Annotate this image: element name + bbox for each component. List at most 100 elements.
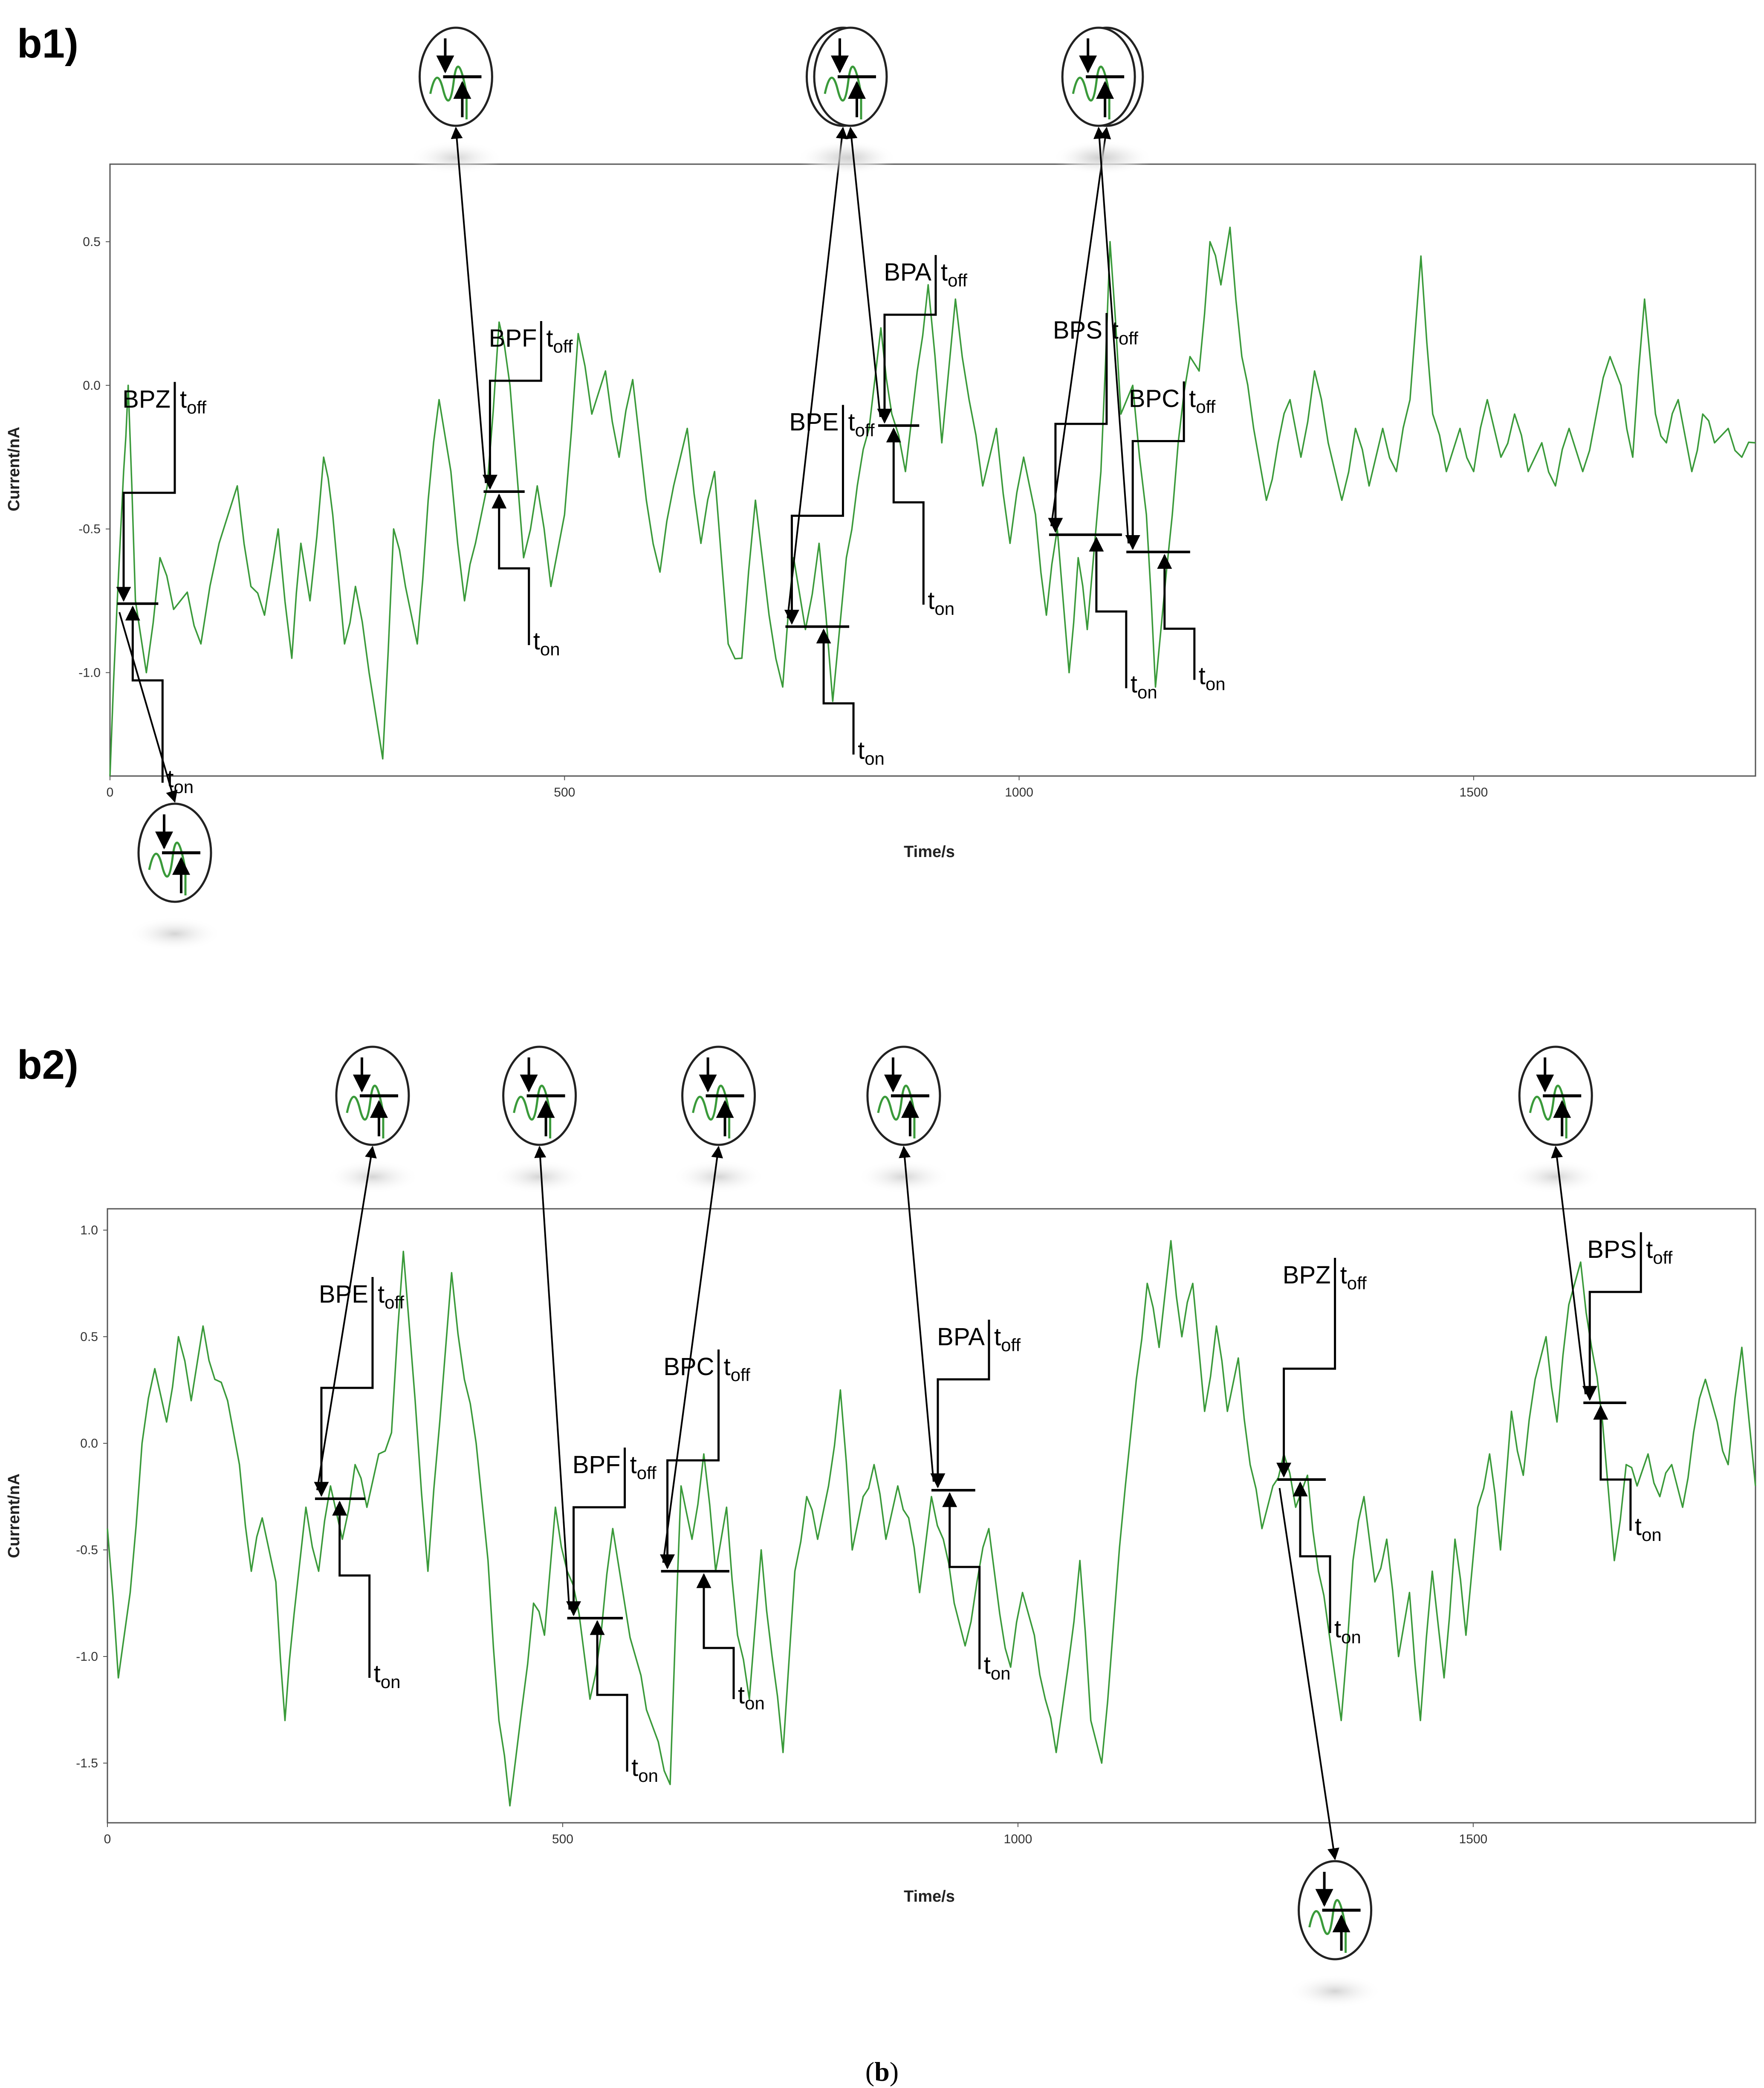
annotation-bpe: BPE toff ton xyxy=(314,1045,419,1692)
inset-shadow xyxy=(1288,1974,1382,2008)
zoom-inset xyxy=(1278,1488,1382,2008)
zoom-inset xyxy=(1052,26,1146,544)
t-off-bracket xyxy=(930,1320,990,1489)
compound-label: BPC xyxy=(1129,385,1180,413)
x-tick-label: 500 xyxy=(552,1832,573,1846)
t-on-bracket xyxy=(942,1492,981,1669)
x-tick-label: 1000 xyxy=(1005,785,1033,799)
t-off-label: toff xyxy=(630,1451,656,1483)
t-off-label: toff xyxy=(1646,1236,1672,1268)
inset-trace xyxy=(824,65,862,119)
y-tick-label: -1.0 xyxy=(76,1650,98,1664)
panel-b2: b2) 0 500 1000 1500 1.0 0.5 0.0 -0.5 -1.0 -1.5 Ti… xyxy=(5,1042,1756,2008)
y-tick-label: -0.5 xyxy=(78,522,101,536)
t-on-label: ton xyxy=(1131,670,1157,702)
t-off-label: toff xyxy=(724,1353,750,1385)
inset-connector xyxy=(316,1146,377,1491)
t-off-label: toff xyxy=(941,258,967,290)
t-on-bracket xyxy=(332,1500,371,1678)
plot-area: 0 500 1000 1500 0.5 0.0 -0.5 -1.0 xyxy=(78,226,1756,799)
t-on-label: ton xyxy=(1334,1615,1361,1647)
panel-b1: b1) 0 500 1000 1500 0.5 0.0 -0.5 -1.0 Time/s Cu… xyxy=(5,21,1756,951)
y-axis-label: Current/nA xyxy=(5,427,23,511)
t-on-bracket xyxy=(125,605,164,783)
compound-label: BPZ xyxy=(122,385,171,413)
y-tick-label: 0.5 xyxy=(83,235,101,249)
inset-trace xyxy=(1308,1899,1347,1953)
t-on-bracket xyxy=(886,427,925,605)
t-off-label: toff xyxy=(848,408,874,440)
compound-label: BPA xyxy=(884,258,931,286)
annotation-bpe: BPE toff ton xyxy=(784,26,890,769)
compound-label: BPF xyxy=(489,324,537,352)
inset-connector xyxy=(662,1146,723,1563)
t-off-label: toff xyxy=(546,324,573,356)
annotation-bpf: BPF toff ton xyxy=(409,26,573,659)
t-off-bracket xyxy=(1125,381,1185,550)
current-trace xyxy=(107,1240,1756,1807)
inset-connector xyxy=(534,1146,570,1610)
y-tick-label: -0.5 xyxy=(76,1543,98,1557)
zoom-inset xyxy=(316,1045,419,1491)
inset-connector xyxy=(1093,127,1130,544)
inset-trace xyxy=(1072,65,1110,119)
inset-shadow xyxy=(325,1160,419,1194)
y-tick-label: 0.0 xyxy=(83,379,101,393)
panel-label: b1) xyxy=(17,21,78,67)
x-tick-label: 1500 xyxy=(1460,785,1488,799)
compound-label: BPE xyxy=(319,1280,368,1308)
t-off-bracket xyxy=(784,405,844,625)
annotation-bpf: BPF toff ton xyxy=(492,1045,658,1786)
inset-shadow xyxy=(1052,141,1146,175)
t-on-bracket xyxy=(1089,536,1128,689)
zoom-inset xyxy=(492,1045,587,1610)
t-off-bracket xyxy=(314,1277,374,1497)
t-on-bracket xyxy=(696,1573,735,1699)
t-off-bracket xyxy=(566,1448,626,1616)
annotation-bpa: BPA toff ton xyxy=(803,26,967,619)
annotation-bpa: BPA toff ton xyxy=(856,1045,1021,1683)
plot-frame xyxy=(109,163,1756,777)
t-off-label: toff xyxy=(180,385,206,417)
zoom-inset xyxy=(662,1045,766,1563)
inset-trace xyxy=(692,1084,731,1138)
y-tick-label: 0.0 xyxy=(80,1436,98,1451)
t-on-label: ton xyxy=(374,1660,401,1692)
compound-label: BPE xyxy=(789,408,839,436)
t-on-label: ton xyxy=(928,587,954,619)
t-on-label: ton xyxy=(1199,662,1226,694)
zoom-inset xyxy=(856,1045,951,1482)
zoom-inset xyxy=(409,26,503,484)
t-on-label: ton xyxy=(167,765,194,797)
t-on-label: ton xyxy=(533,627,560,659)
inset-shadow xyxy=(1509,1160,1603,1194)
inset-shadow xyxy=(127,917,222,951)
annotation-bpc: BPC toff ton xyxy=(1052,26,1226,694)
t-off-bracket xyxy=(116,382,176,602)
t-on-label: ton xyxy=(984,1651,1011,1683)
compound-label: BPF xyxy=(573,1451,621,1479)
inset-trace xyxy=(513,1084,552,1138)
panel-label: b2) xyxy=(17,1042,78,1088)
t-on-label: ton xyxy=(631,1754,658,1786)
zoom-inset xyxy=(803,26,897,417)
inset-trace xyxy=(877,1084,916,1138)
annotation-bps: BPS toff ton xyxy=(1509,1045,1673,1545)
zoom-inset xyxy=(1509,1045,1603,1395)
t-on-label: ton xyxy=(1635,1513,1662,1545)
t-off-label: toff xyxy=(1189,385,1215,417)
inset-connector xyxy=(1278,1488,1339,1860)
x-tick-label: 1500 xyxy=(1459,1832,1487,1846)
inset-shadow xyxy=(803,141,897,175)
plot-frame xyxy=(107,1208,1756,1824)
inset-shadow xyxy=(409,141,503,175)
plot-area: 0 500 1000 1500 1.0 0.5 0.0 -0.5 -1.0 -1.5 xyxy=(76,1223,1756,1846)
zoom-inset xyxy=(119,612,222,951)
x-tick-label: 0 xyxy=(107,785,114,799)
y-axis-label: Current/nA xyxy=(5,1474,23,1558)
y-tick-label: 0.5 xyxy=(80,1330,98,1344)
annotation-bpz: BPZ toff ton xyxy=(116,382,222,951)
t-off-label: toff xyxy=(1112,316,1138,348)
